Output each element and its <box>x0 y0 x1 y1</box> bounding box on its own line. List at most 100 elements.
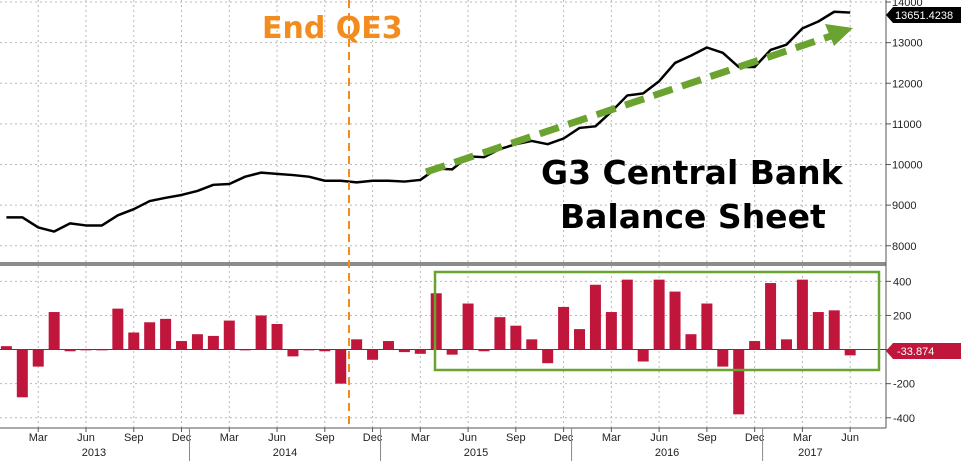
change-bar <box>255 315 267 350</box>
chart-title-line-2: Balance Sheet <box>560 197 826 236</box>
change-bar <box>462 303 474 350</box>
change-bar <box>574 329 586 350</box>
change-bar <box>271 323 283 350</box>
x-year-label: 2014 <box>273 447 297 459</box>
change-bar <box>446 349 458 355</box>
end-qe3-label: End QE3 <box>262 11 403 46</box>
change-bar <box>351 339 363 350</box>
x-month-label: Sep <box>697 432 717 444</box>
change-bar <box>637 349 649 362</box>
x-month-label: Mar <box>411 432 430 444</box>
change-bar <box>685 334 697 350</box>
change-bar <box>558 306 570 350</box>
upper-y-axis-ticks: 8000 9000 10000 11000 12000 13000 14000 <box>886 0 923 253</box>
x-month-label: Mar <box>602 432 621 444</box>
x-year-label: 2017 <box>798 447 822 459</box>
trend-arrow-shaft <box>424 31 836 176</box>
change-bar <box>16 349 28 398</box>
monthly-change-bars <box>0 279 856 415</box>
highlight-box <box>433 270 881 372</box>
change-bar <box>207 335 219 350</box>
x-month-label: Jun <box>459 432 477 444</box>
x-month-label: Sep <box>315 432 335 444</box>
change-bar <box>844 349 856 356</box>
change-bar <box>191 334 203 350</box>
upper-y-tick-label: 10000 <box>892 160 923 172</box>
x-month-label: Mar <box>793 432 812 444</box>
last-value-flag-bottom: -33.874 <box>886 343 961 359</box>
lower-y-tick-label: -200 <box>893 379 915 391</box>
change-bar <box>96 349 108 351</box>
x-year-label: 2016 <box>655 447 679 459</box>
chart-title-line-1: G3 Central Bank <box>541 153 844 192</box>
x-month-label: Mar <box>29 432 48 444</box>
upper-y-tick-label: 14000 <box>892 0 923 9</box>
lower-y-tick-label: -400 <box>893 413 915 425</box>
change-bar <box>653 279 665 350</box>
change-bar <box>64 349 76 352</box>
x-year-label: 2015 <box>464 447 488 459</box>
x-axis-ticks: Mar Jun Sep Dec Mar Jun Sep Dec Mar Jun Sep Dec Mar J… <box>29 428 859 461</box>
upper-y-tick-label: 12000 <box>892 78 923 90</box>
x-month-label: Jun <box>841 432 859 444</box>
change-bar <box>605 312 617 350</box>
change-bar <box>48 312 60 350</box>
change-bar <box>144 322 156 350</box>
upper-y-tick-label: 13000 <box>892 38 923 50</box>
change-bar <box>478 349 490 352</box>
change-bar <box>749 341 761 350</box>
change-bar <box>526 339 538 350</box>
change-bar <box>303 349 315 351</box>
change-bar <box>733 349 745 415</box>
lower-y-tick-label: 200 <box>893 310 911 322</box>
change-bar <box>176 341 188 350</box>
change-bar <box>367 349 379 360</box>
last-value-top: 13651.4238 <box>895 10 953 22</box>
x-month-label: Jun <box>650 432 668 444</box>
x-year-label: 2013 <box>82 447 106 459</box>
upper-panel-gridlines <box>0 0 886 262</box>
last-value-flag-bottom-bg <box>886 343 961 359</box>
x-month-label: Dec <box>554 432 574 444</box>
change-bar <box>335 349 347 384</box>
x-month-label: Sep <box>506 432 526 444</box>
upper-y-tick-label: 11000 <box>892 119 922 131</box>
upper-y-tick-label: 8000 <box>892 241 916 253</box>
last-value-bottom: -33.874 <box>897 346 934 358</box>
x-month-label: Sep <box>124 432 144 444</box>
change-bar <box>621 279 633 350</box>
change-bar <box>319 349 331 352</box>
change-bar <box>398 349 410 353</box>
change-bar <box>542 349 554 364</box>
trend-arrow-head <box>825 24 853 46</box>
change-bar <box>494 317 506 350</box>
change-bar <box>128 332 140 350</box>
x-month-label: Dec <box>745 432 765 444</box>
change-bar <box>414 349 426 354</box>
change-bar <box>589 284 601 350</box>
trend-arrow <box>424 24 853 176</box>
last-value-flag-top-bg <box>886 7 961 23</box>
change-bar <box>717 349 729 367</box>
last-value-flag-top: 13651.4238 <box>886 7 961 23</box>
change-bar <box>701 303 713 350</box>
panel-divider <box>0 262 886 266</box>
change-bar <box>0 346 12 350</box>
change-bar <box>287 349 299 357</box>
change-bar <box>812 312 824 350</box>
change-bar <box>796 279 808 350</box>
x-month-label: Dec <box>172 432 192 444</box>
x-month-label: Jun <box>268 432 286 444</box>
change-bar <box>223 320 235 350</box>
change-bar <box>828 310 840 350</box>
change-bar <box>112 308 124 350</box>
change-bar <box>510 325 522 350</box>
x-month-label: Dec <box>363 432 383 444</box>
lower-y-tick-label: 400 <box>893 276 911 288</box>
change-bar <box>160 318 172 350</box>
change-bar <box>765 283 777 350</box>
change-bar <box>669 291 681 350</box>
change-bar <box>239 349 251 351</box>
change-bar <box>382 341 394 350</box>
